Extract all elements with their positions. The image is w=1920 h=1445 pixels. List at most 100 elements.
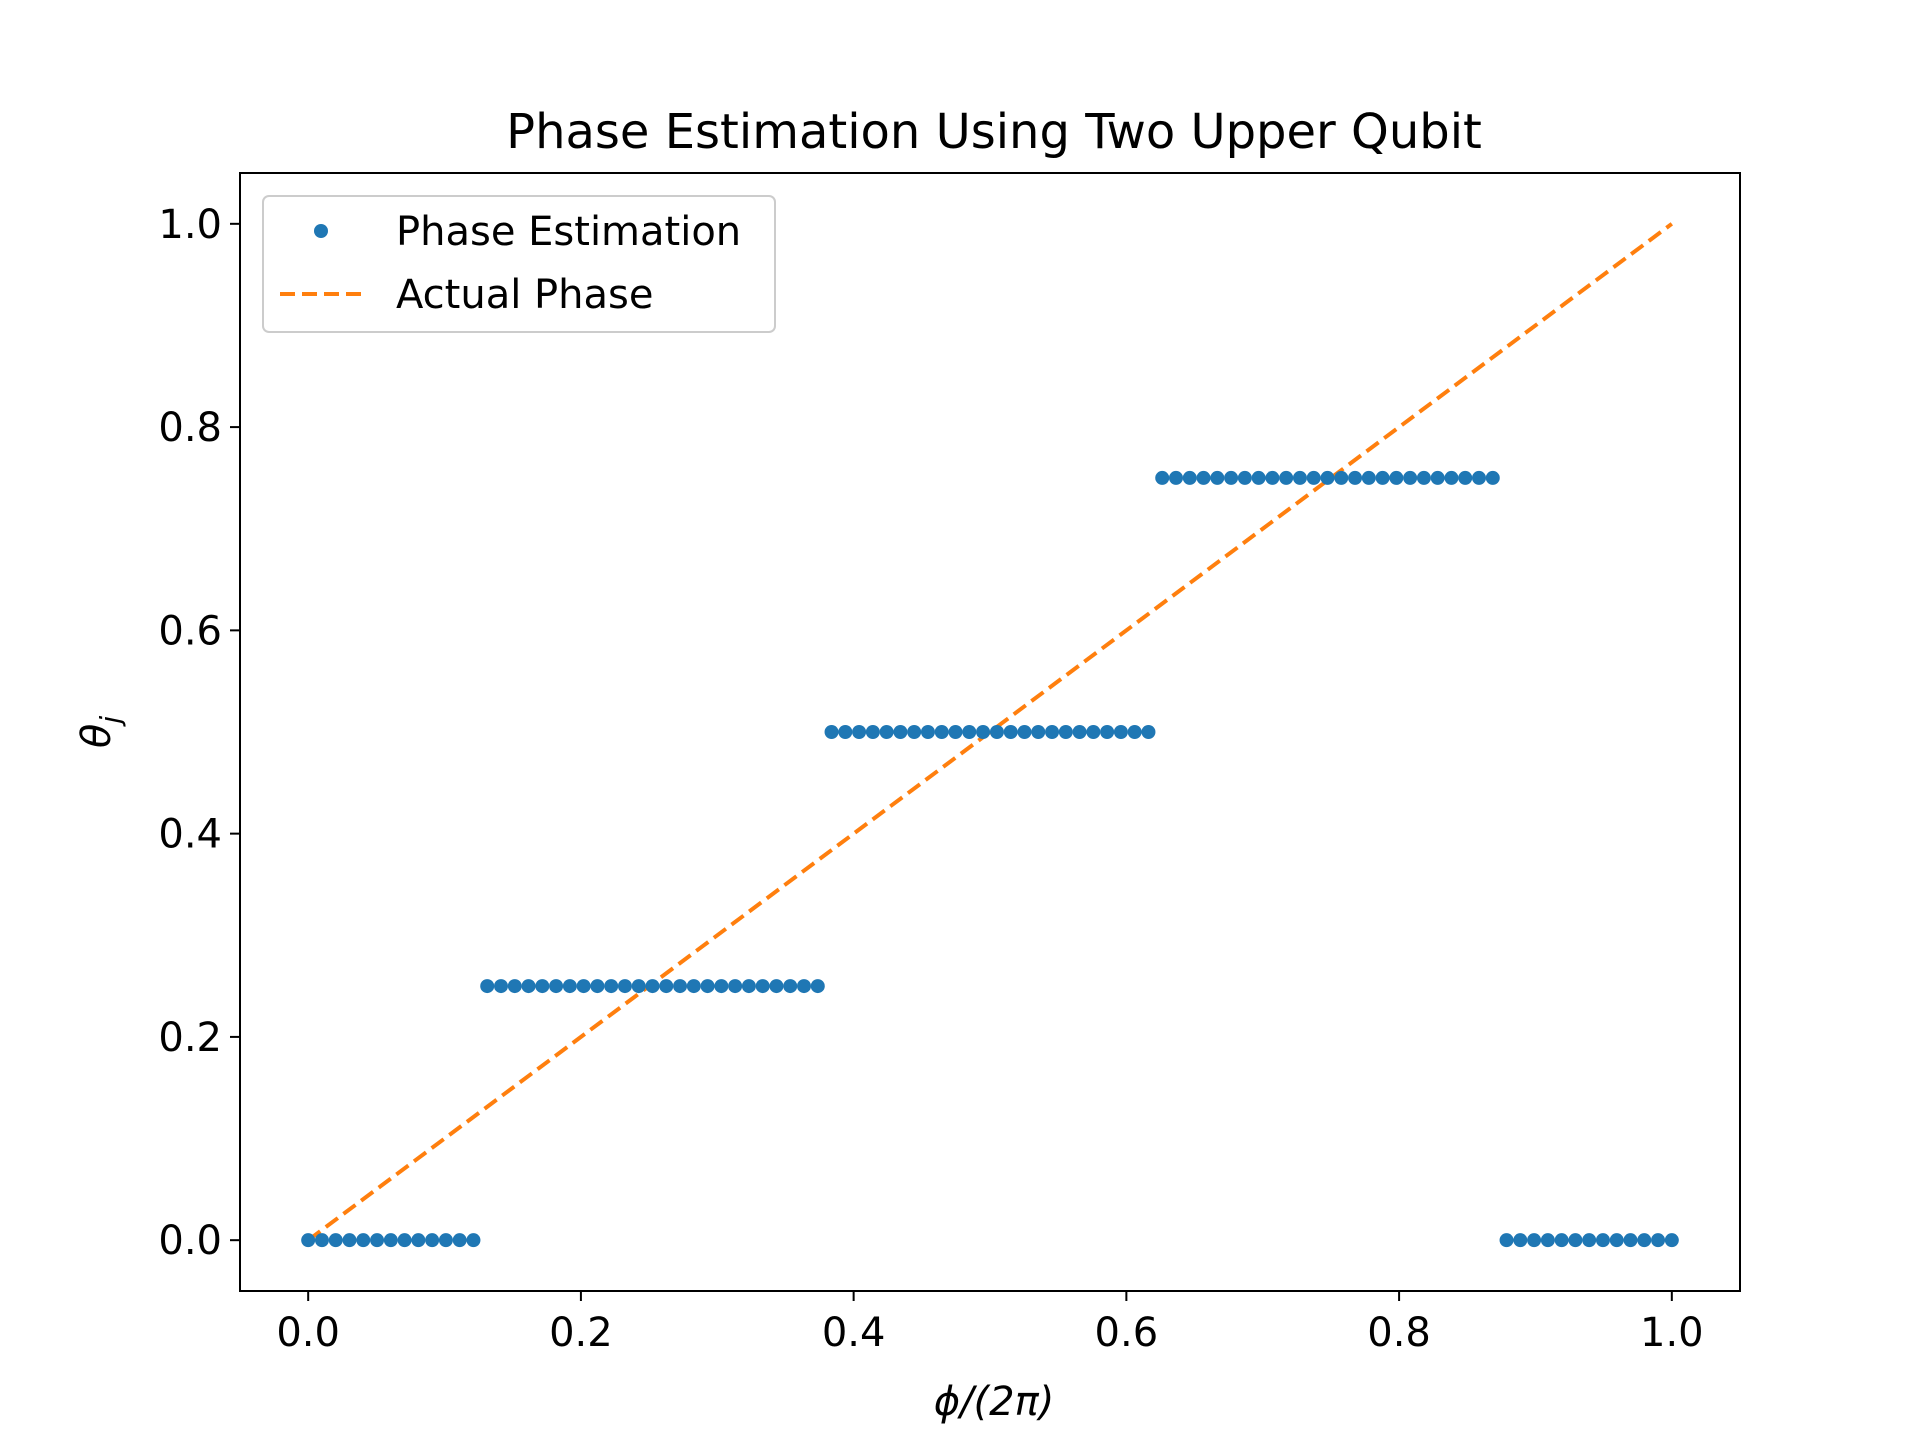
- data-point: [755, 979, 770, 994]
- data-point: [1292, 470, 1307, 485]
- phase-estimation-series: [301, 470, 1679, 1248]
- legend-label-phase-estimation: Phase Estimation: [396, 209, 741, 255]
- x-axis: 0.0 0.2 0.4 0.6 0.8 1.0: [276, 1291, 1704, 1356]
- data-point: [1279, 470, 1294, 485]
- data-point: [1127, 725, 1142, 739]
- data-point: [1540, 1233, 1555, 1248]
- x-tick-label: 0.4: [822, 1310, 886, 1356]
- data-point: [1306, 470, 1321, 485]
- x-tick-label: 1.0: [1640, 1310, 1704, 1356]
- data-point: [1430, 470, 1445, 485]
- data-point: [1651, 1233, 1666, 1248]
- data-point: [617, 979, 632, 994]
- data-point: [769, 979, 784, 994]
- plot-area-frame: [239, 172, 1741, 1292]
- legend-box: [262, 195, 776, 333]
- data-point: [411, 1233, 426, 1248]
- data-point: [370, 1233, 385, 1248]
- data-point: [728, 979, 743, 994]
- y-tick-label: 0.2: [158, 1015, 222, 1061]
- data-point: [631, 979, 646, 994]
- y-axis-label-main: θ: [74, 724, 120, 748]
- data-point: [1348, 470, 1363, 485]
- data-point: [342, 1233, 357, 1248]
- data-point: [1472, 470, 1486, 485]
- data-point: [797, 979, 811, 994]
- data-point: [1527, 1233, 1542, 1248]
- data-point: [824, 725, 839, 739]
- y-tick-label: 0.8: [158, 405, 222, 451]
- data-point: [852, 725, 867, 739]
- data-point: [1623, 1233, 1638, 1248]
- data-point: [1595, 1233, 1610, 1248]
- data-point: [1210, 470, 1225, 485]
- x-tick-label: 0.0: [276, 1310, 340, 1356]
- data-point: [1361, 470, 1376, 485]
- data-point: [576, 979, 591, 994]
- data-point: [1444, 470, 1459, 485]
- data-point: [1251, 470, 1266, 485]
- data-point: [865, 725, 880, 739]
- data-point: [879, 725, 894, 739]
- data-point: [397, 1233, 412, 1248]
- data-point: [645, 979, 660, 994]
- data-point: [438, 1233, 453, 1248]
- data-point: [700, 979, 715, 994]
- data-point: [989, 725, 1004, 739]
- data-point: [1458, 470, 1473, 485]
- data-point: [1155, 470, 1170, 485]
- data-point: [1375, 470, 1390, 485]
- data-point: [1609, 1233, 1624, 1248]
- data-point: [1224, 470, 1239, 485]
- x-axis-label: ϕ/(2π): [934, 1379, 1055, 1425]
- data-point: [1485, 470, 1500, 485]
- data-point: [741, 979, 756, 994]
- data-point: [673, 979, 688, 994]
- x-tick-label: 0.2: [549, 1310, 613, 1356]
- legend-label-actual-phase: Actual Phase: [396, 272, 653, 318]
- data-point: [1045, 725, 1060, 739]
- data-point: [1031, 725, 1046, 739]
- data-point: [1141, 725, 1156, 739]
- data-point: [1113, 725, 1128, 739]
- data-point: [301, 1233, 316, 1248]
- data-point: [328, 1233, 343, 1248]
- data-point: [1334, 470, 1349, 485]
- data-point: [1072, 725, 1087, 739]
- x-tick-label: 0.6: [1095, 1310, 1159, 1356]
- data-point: [480, 979, 495, 994]
- data-point: [1196, 470, 1211, 485]
- data-point: [1403, 470, 1418, 485]
- y-axis: 0.0 0.2 0.4 0.6 0.8 1.0: [158, 202, 240, 1264]
- data-point: [976, 725, 991, 739]
- data-point: [1003, 725, 1018, 739]
- data-point: [425, 1233, 440, 1248]
- data-point: [948, 725, 963, 739]
- legend: Phase Estimation Actual Phase: [262, 195, 776, 333]
- data-point: [1100, 725, 1115, 739]
- data-point: [1499, 1233, 1514, 1248]
- data-point: [1389, 470, 1404, 485]
- data-point: [907, 725, 922, 739]
- data-point: [686, 979, 701, 994]
- data-point: [783, 979, 798, 994]
- data-point: [507, 979, 522, 994]
- data-point: [1017, 725, 1032, 739]
- data-point: [314, 1233, 329, 1248]
- data-point: [452, 1233, 467, 1248]
- data-point: [494, 979, 508, 994]
- data-point: [659, 979, 674, 994]
- data-point: [1320, 470, 1335, 485]
- data-point: [1058, 725, 1073, 739]
- data-point: [893, 725, 908, 739]
- data-point: [549, 979, 564, 994]
- legend-marker-phase-estimation: [314, 224, 328, 238]
- data-point: [562, 979, 577, 994]
- data-point: [1664, 1233, 1679, 1248]
- x-tick-label: 0.8: [1367, 1310, 1431, 1356]
- data-point: [604, 979, 619, 994]
- data-point: [1416, 470, 1431, 485]
- data-point: [1582, 1233, 1597, 1248]
